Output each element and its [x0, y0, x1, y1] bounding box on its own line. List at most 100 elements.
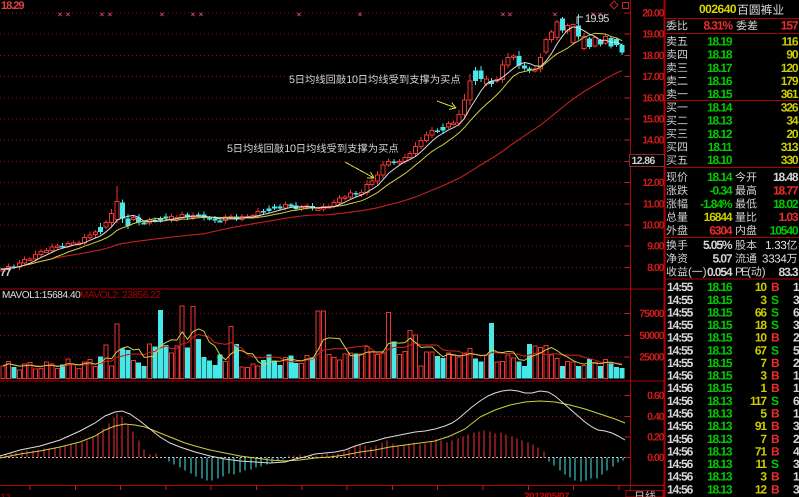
- svg-text:18.10: 18.10: [707, 153, 733, 167]
- svg-text:14:56: 14:56: [667, 419, 694, 433]
- svg-text:19.95: 19.95: [585, 13, 609, 25]
- svg-text:18.15: 18.15: [707, 293, 733, 307]
- svg-text:326: 326: [781, 100, 799, 114]
- svg-text:S: S: [771, 293, 779, 307]
- svg-text:2: 2: [793, 331, 799, 345]
- svg-text:-1.84%: -1.84%: [700, 197, 733, 211]
- svg-text:25000: 25000: [639, 352, 664, 364]
- svg-text:0: 0: [352, 74, 358, 86]
- svg-text:330: 330: [781, 153, 799, 167]
- svg-text:14:55: 14:55: [667, 293, 694, 307]
- svg-text:14:56: 14:56: [667, 381, 694, 395]
- svg-text:B: B: [771, 381, 780, 395]
- svg-text:3: 3: [780, 239, 786, 252]
- svg-text:4: 4: [793, 444, 799, 458]
- svg-text:14:56: 14:56: [667, 369, 694, 383]
- svg-text:18.00: 18.00: [642, 50, 664, 62]
- svg-text:3: 3: [793, 293, 799, 307]
- svg-text:B: B: [771, 482, 780, 496]
- svg-text:18.12: 18.12: [707, 127, 733, 141]
- svg-text:14:55: 14:55: [667, 318, 694, 332]
- svg-text:B: B: [771, 331, 780, 345]
- svg-text:18.13: 18.13: [707, 407, 733, 421]
- svg-text:18.13: 18.13: [707, 432, 733, 446]
- svg-text:2: 2: [793, 432, 799, 446]
- svg-text:.: .: [771, 239, 774, 252]
- svg-text:5: 5: [289, 74, 295, 86]
- svg-text:18.16: 18.16: [707, 74, 733, 88]
- svg-text:120: 120: [781, 61, 799, 75]
- svg-text:14:55: 14:55: [667, 343, 694, 357]
- svg-text:12.00: 12.00: [642, 177, 664, 189]
- svg-text:18.14: 18.14: [707, 100, 733, 114]
- svg-text:1: 1: [793, 470, 799, 484]
- svg-text:14:55: 14:55: [667, 280, 694, 294]
- svg-text:18.11: 18.11: [708, 140, 733, 154]
- svg-text:×: ×: [100, 10, 105, 19]
- svg-text:18.13: 18.13: [707, 444, 733, 458]
- svg-text:×: ×: [108, 10, 113, 19]
- svg-text:(: (: [747, 266, 751, 279]
- svg-text:75000: 75000: [639, 308, 664, 320]
- svg-text:0.054: 0.054: [707, 265, 733, 279]
- svg-text:9.00: 9.00: [647, 241, 665, 253]
- svg-text:8.31%: 8.31%: [703, 19, 733, 33]
- svg-text:10540: 10540: [770, 223, 799, 237]
- svg-text:313: 313: [781, 140, 799, 154]
- svg-text:1.03: 1.03: [779, 210, 799, 224]
- svg-text:MAVOL2: 23856.22: MAVOL2: 23856.22: [80, 290, 162, 301]
- svg-text:3: 3: [793, 419, 799, 433]
- svg-text:117: 117: [750, 394, 767, 408]
- svg-text:18.13: 18.13: [707, 457, 733, 471]
- svg-text:3: 3: [760, 293, 767, 307]
- svg-text:14:55: 14:55: [667, 305, 694, 319]
- svg-text:P: P: [735, 266, 743, 279]
- svg-text:18.15: 18.15: [707, 369, 733, 383]
- svg-text:B: B: [771, 356, 780, 370]
- svg-text:18.15: 18.15: [707, 87, 733, 101]
- svg-text:×: ×: [199, 10, 204, 19]
- svg-text:16.00: 16.00: [642, 92, 664, 104]
- svg-text:5: 5: [227, 143, 233, 155]
- svg-text:0.40: 0.40: [647, 411, 665, 423]
- svg-text:2012/05/07: 2012/05/07: [524, 492, 570, 497]
- svg-text:17.00: 17.00: [642, 71, 664, 83]
- svg-text:×: ×: [358, 10, 363, 19]
- svg-text:18.13: 18.13: [707, 470, 733, 484]
- svg-text:66: 66: [755, 305, 768, 319]
- svg-text:×: ×: [58, 10, 63, 19]
- svg-text:10: 10: [755, 331, 768, 345]
- svg-text:11: 11: [756, 457, 768, 471]
- svg-text:3: 3: [760, 470, 767, 484]
- svg-text:1: 1: [793, 381, 799, 395]
- svg-text:14:55: 14:55: [667, 331, 694, 345]
- svg-text:7: 7: [760, 432, 767, 446]
- svg-text:S: S: [771, 457, 779, 471]
- svg-text:14:55: 14:55: [667, 356, 694, 370]
- svg-text:71: 71: [755, 444, 768, 458]
- svg-text:18.77: 18.77: [773, 184, 799, 198]
- svg-text:11.00: 11.00: [643, 198, 665, 210]
- svg-text:0.60: 0.60: [647, 390, 665, 402]
- svg-text:18.13: 18.13: [707, 419, 733, 433]
- svg-text:50000: 50000: [639, 330, 664, 342]
- svg-text:×: ×: [508, 10, 513, 19]
- svg-text:S: S: [771, 318, 779, 332]
- svg-text:361: 361: [781, 87, 799, 101]
- svg-text:179: 179: [781, 74, 799, 88]
- svg-text:5: 5: [793, 343, 799, 357]
- svg-text:×: ×: [553, 10, 558, 19]
- svg-text:(: (: [688, 266, 692, 279]
- svg-text:1: 1: [793, 369, 799, 383]
- svg-text:6: 6: [793, 305, 799, 319]
- svg-text:18.13: 18.13: [707, 114, 733, 128]
- svg-text:1: 1: [284, 143, 290, 155]
- svg-text:18.13: 18.13: [707, 343, 733, 357]
- svg-text:90: 90: [786, 48, 799, 62]
- svg-text:S: S: [771, 305, 779, 319]
- svg-text:18.15: 18.15: [707, 356, 733, 370]
- svg-text:14.00: 14.00: [642, 135, 664, 147]
- svg-text:-0.34: -0.34: [710, 184, 733, 198]
- svg-text:1: 1: [765, 239, 771, 252]
- svg-text:B: B: [771, 280, 780, 294]
